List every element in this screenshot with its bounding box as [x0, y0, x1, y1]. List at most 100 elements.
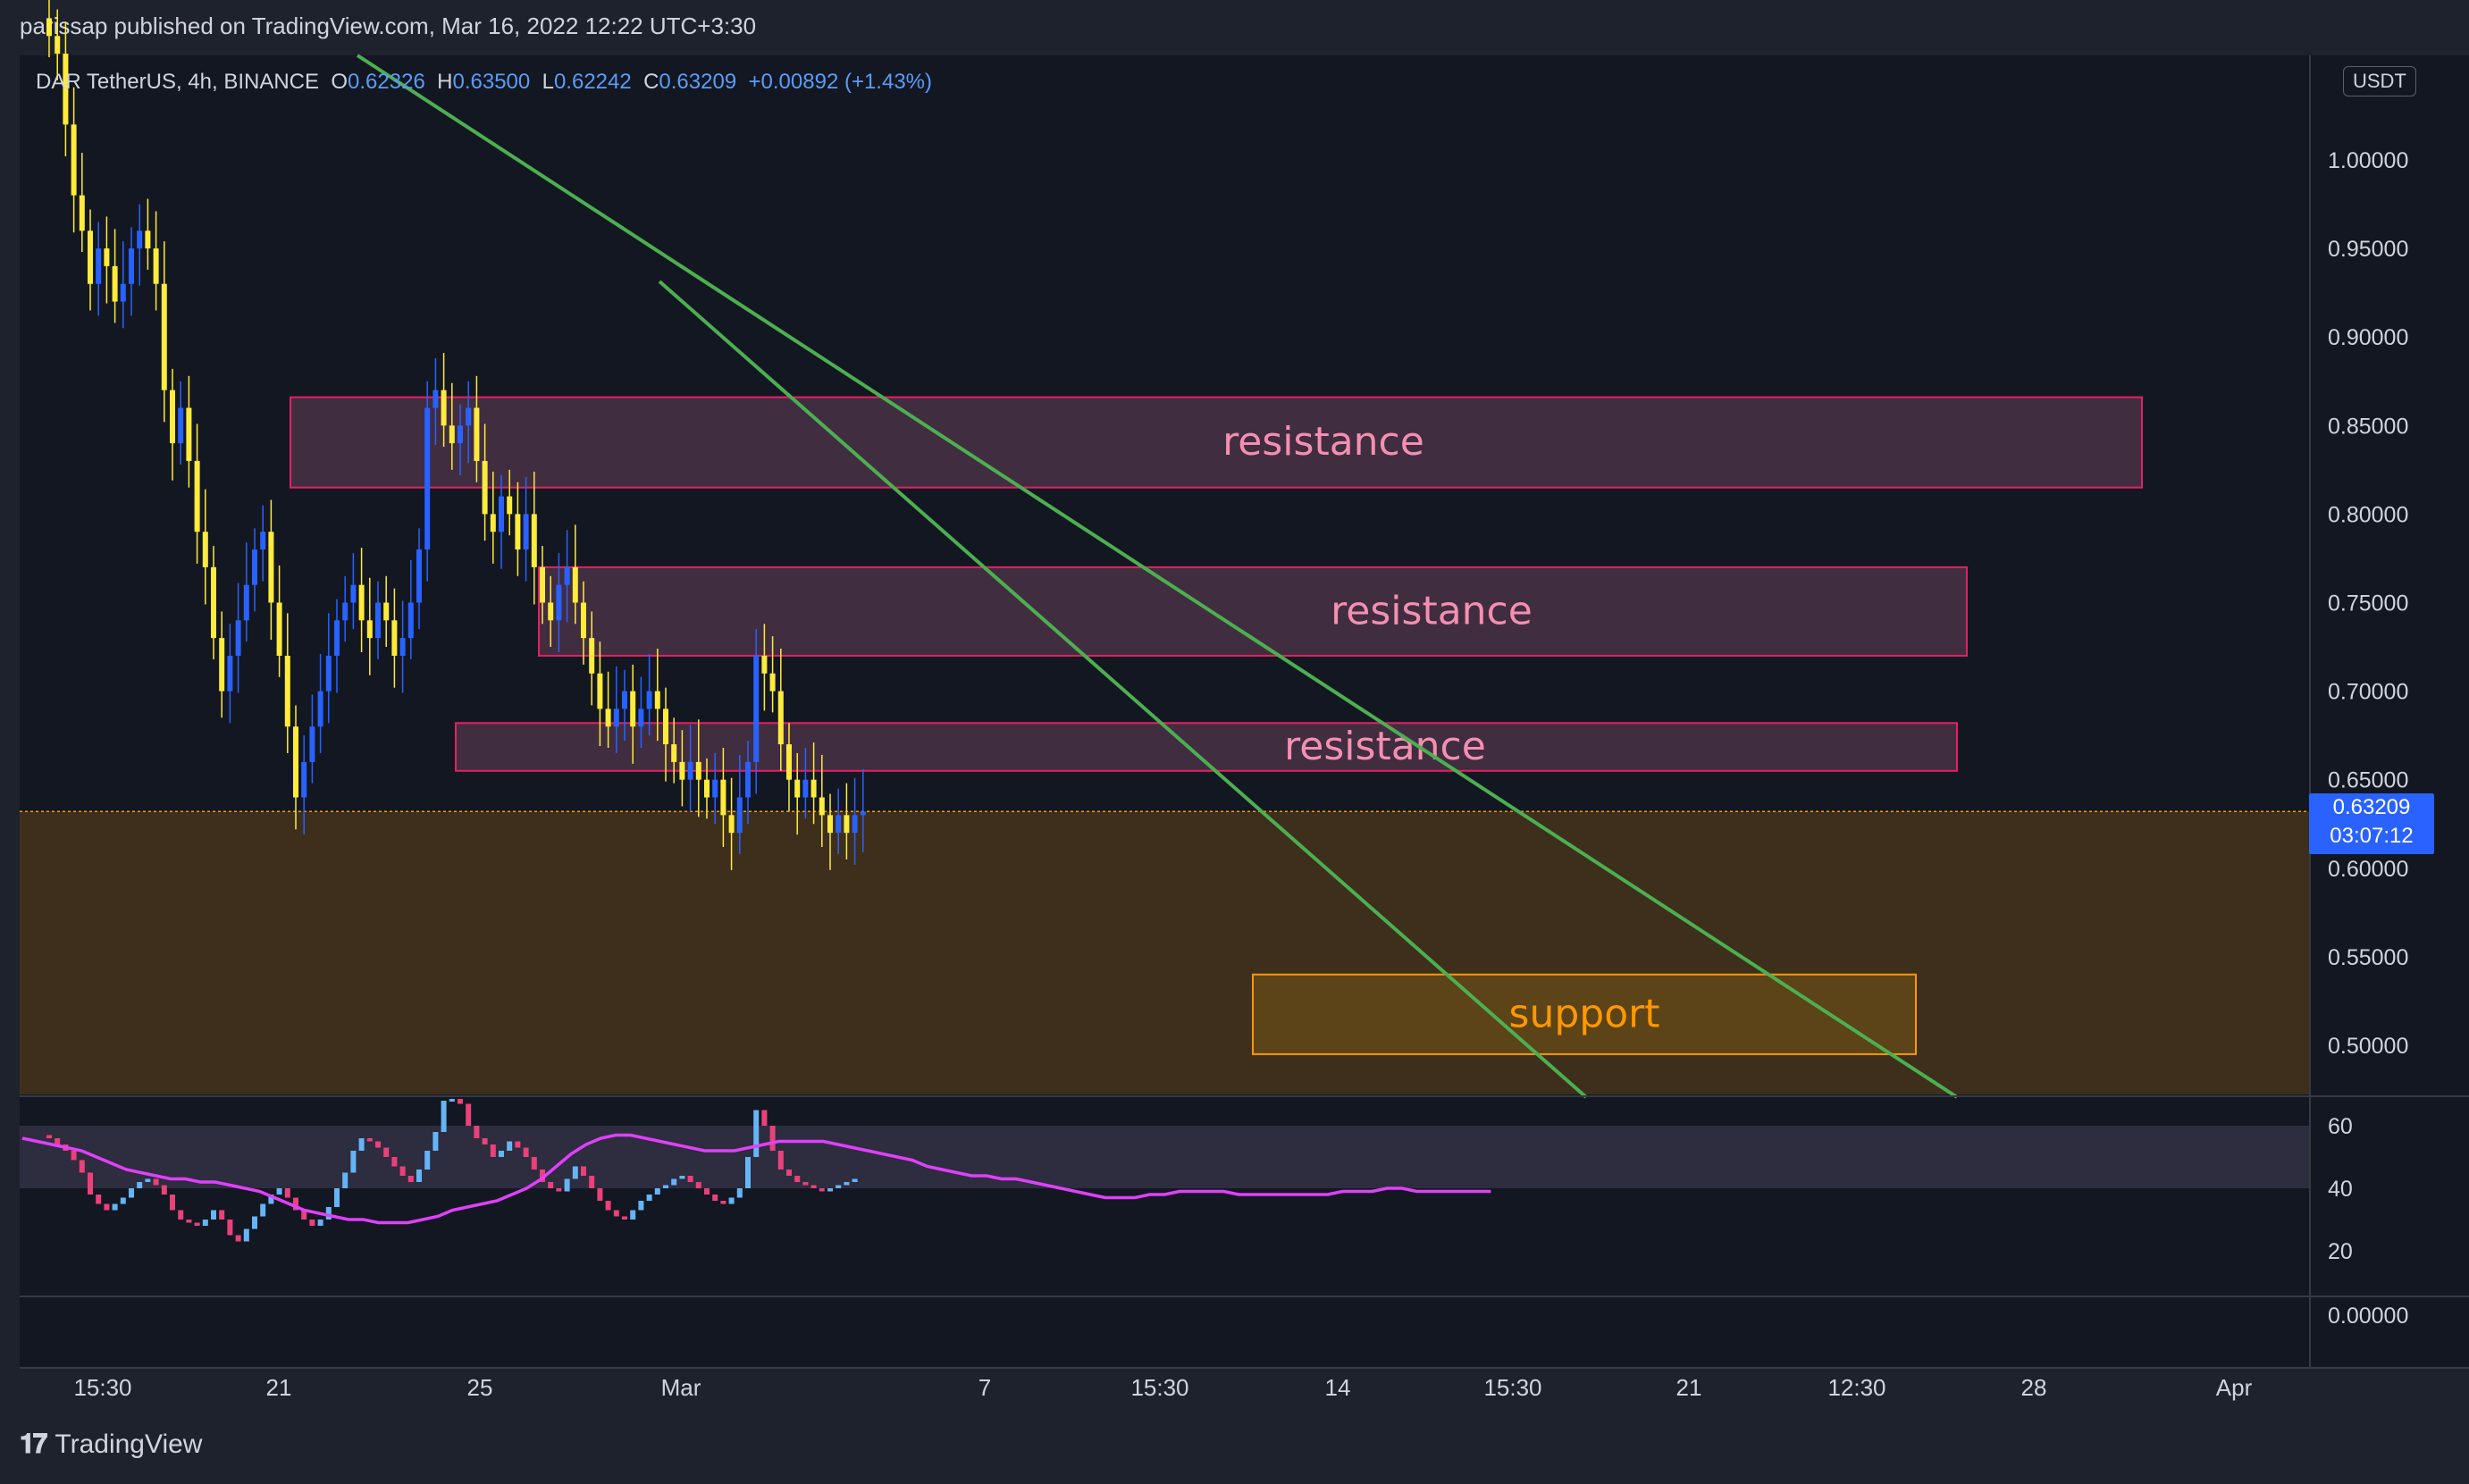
- resistance-label: resistance: [1222, 419, 1424, 465]
- rsi-bar: [235, 1235, 241, 1242]
- rsi-bar: [268, 1195, 274, 1204]
- rsi-bar: [325, 1207, 332, 1220]
- candle-down: [161, 283, 167, 390]
- rsi-bar: [366, 1138, 373, 1142]
- rsi-bar: [564, 1178, 570, 1192]
- rsi-bar: [211, 1210, 216, 1220]
- rsi-bar: [309, 1220, 315, 1226]
- rsi-bar: [219, 1210, 225, 1220]
- symbol-legend: DAR TetherUS, 4h, BINANCE O0.62326 H0.63…: [36, 70, 932, 95]
- rsi-bar: [449, 1099, 455, 1102]
- price-tick-label: 0.85000: [2328, 414, 2408, 439]
- candle-down: [695, 761, 701, 780]
- time-tick-label: 21: [1676, 1374, 1702, 1401]
- candle-up: [252, 549, 257, 585]
- candle-down: [572, 566, 578, 603]
- rsi-bar: [499, 1151, 504, 1157]
- time-tick-label: 21: [266, 1374, 292, 1401]
- low-label: L: [542, 70, 554, 94]
- rsi-bar: [507, 1141, 513, 1151]
- candle-up: [622, 691, 627, 709]
- candle-down: [79, 195, 85, 231]
- rsi-bar: [284, 1188, 290, 1198]
- candle-down: [597, 673, 603, 709]
- rsi-bar: [531, 1157, 537, 1170]
- support-zone: [1252, 973, 1917, 1055]
- rsi-bar: [383, 1147, 390, 1157]
- rsi-bar: [260, 1203, 266, 1217]
- rsi-bar: [474, 1126, 480, 1138]
- rsi-bar: [777, 1151, 784, 1170]
- rsi-bar: [671, 1178, 677, 1186]
- rsi-bar: [540, 1170, 545, 1182]
- time-tick-label: Mar: [661, 1374, 701, 1401]
- currency-badge[interactable]: USDT: [2343, 66, 2416, 96]
- candle-up: [178, 407, 184, 444]
- candle-down: [679, 761, 685, 780]
- rsi-bar: [334, 1188, 340, 1207]
- last-price-label: 0.63209 03:07:12: [2309, 793, 2434, 854]
- rsi-bar: [350, 1151, 357, 1173]
- candle-down: [112, 265, 118, 302]
- candle-down: [474, 407, 480, 461]
- candle-down: [720, 779, 726, 816]
- rsi-bar: [342, 1172, 349, 1188]
- rsi-bar: [736, 1188, 743, 1198]
- support-label: support: [1509, 991, 1660, 1036]
- symbol-name[interactable]: TetherUS, 4h, BINANCE: [86, 70, 320, 94]
- candle-up: [646, 691, 652, 709]
- rsi-bar: [761, 1110, 768, 1126]
- rsi-bar: [490, 1144, 496, 1157]
- price-scale[interactable]: [2309, 55, 2469, 1369]
- time-tick-label: 15:30: [1130, 1374, 1188, 1401]
- candle-up: [317, 691, 323, 727]
- candle-up: [564, 566, 570, 585]
- rsi-bar: [458, 1099, 463, 1104]
- candle-up: [399, 638, 406, 656]
- rsi-bar: [399, 1166, 406, 1176]
- rsi-bar: [79, 1160, 85, 1173]
- candle-down: [704, 779, 710, 798]
- rsi-bar: [646, 1195, 652, 1201]
- candle-down: [630, 691, 636, 727]
- candle-down: [358, 584, 365, 621]
- symbol-prefix[interactable]: DAR: [36, 70, 81, 94]
- rsi-bar: [712, 1195, 718, 1201]
- candle-up: [129, 248, 134, 284]
- open-label: O: [331, 70, 349, 94]
- candle-up: [137, 231, 143, 249]
- rsi-bar: [638, 1201, 644, 1211]
- rsi-bar: [466, 1103, 472, 1126]
- candle-up: [309, 726, 315, 762]
- rsi-bar: [161, 1185, 167, 1195]
- candle-up: [499, 496, 504, 532]
- candle-down: [63, 54, 69, 125]
- candle-down: [383, 602, 390, 621]
- resistance-label: resistance: [1331, 588, 1533, 633]
- candle-up: [802, 779, 809, 798]
- candle-down: [284, 655, 290, 727]
- rsi-bar: [720, 1201, 726, 1204]
- rsi-bar: [572, 1166, 578, 1179]
- candle-up: [96, 248, 102, 284]
- candle-down: [761, 655, 768, 674]
- time-tick-label: 7: [978, 1374, 991, 1401]
- rsi-bar: [819, 1188, 825, 1192]
- tradingview-logo[interactable]: 𝟏𝟕 TradingView: [20, 1430, 202, 1460]
- candle-down: [268, 532, 274, 603]
- high-value: 0.63500: [452, 70, 531, 94]
- time-tick-label: 25: [467, 1374, 493, 1401]
- rsi-bar: [630, 1210, 636, 1220]
- candle-down: [219, 638, 225, 692]
- time-tick-label: 12:30: [1827, 1374, 1885, 1401]
- candle-up: [638, 708, 644, 727]
- rsi-bar: [704, 1188, 710, 1195]
- rsi-tick-label: 60: [2328, 1114, 2353, 1139]
- candle-down: [581, 602, 586, 639]
- candle-up: [235, 620, 241, 656]
- rsi-band: [20, 1126, 2309, 1188]
- rsi-bar: [836, 1185, 842, 1188]
- candle-up: [736, 797, 743, 834]
- candle-down: [71, 124, 77, 196]
- price-tick-label: 0.75000: [2328, 591, 2408, 616]
